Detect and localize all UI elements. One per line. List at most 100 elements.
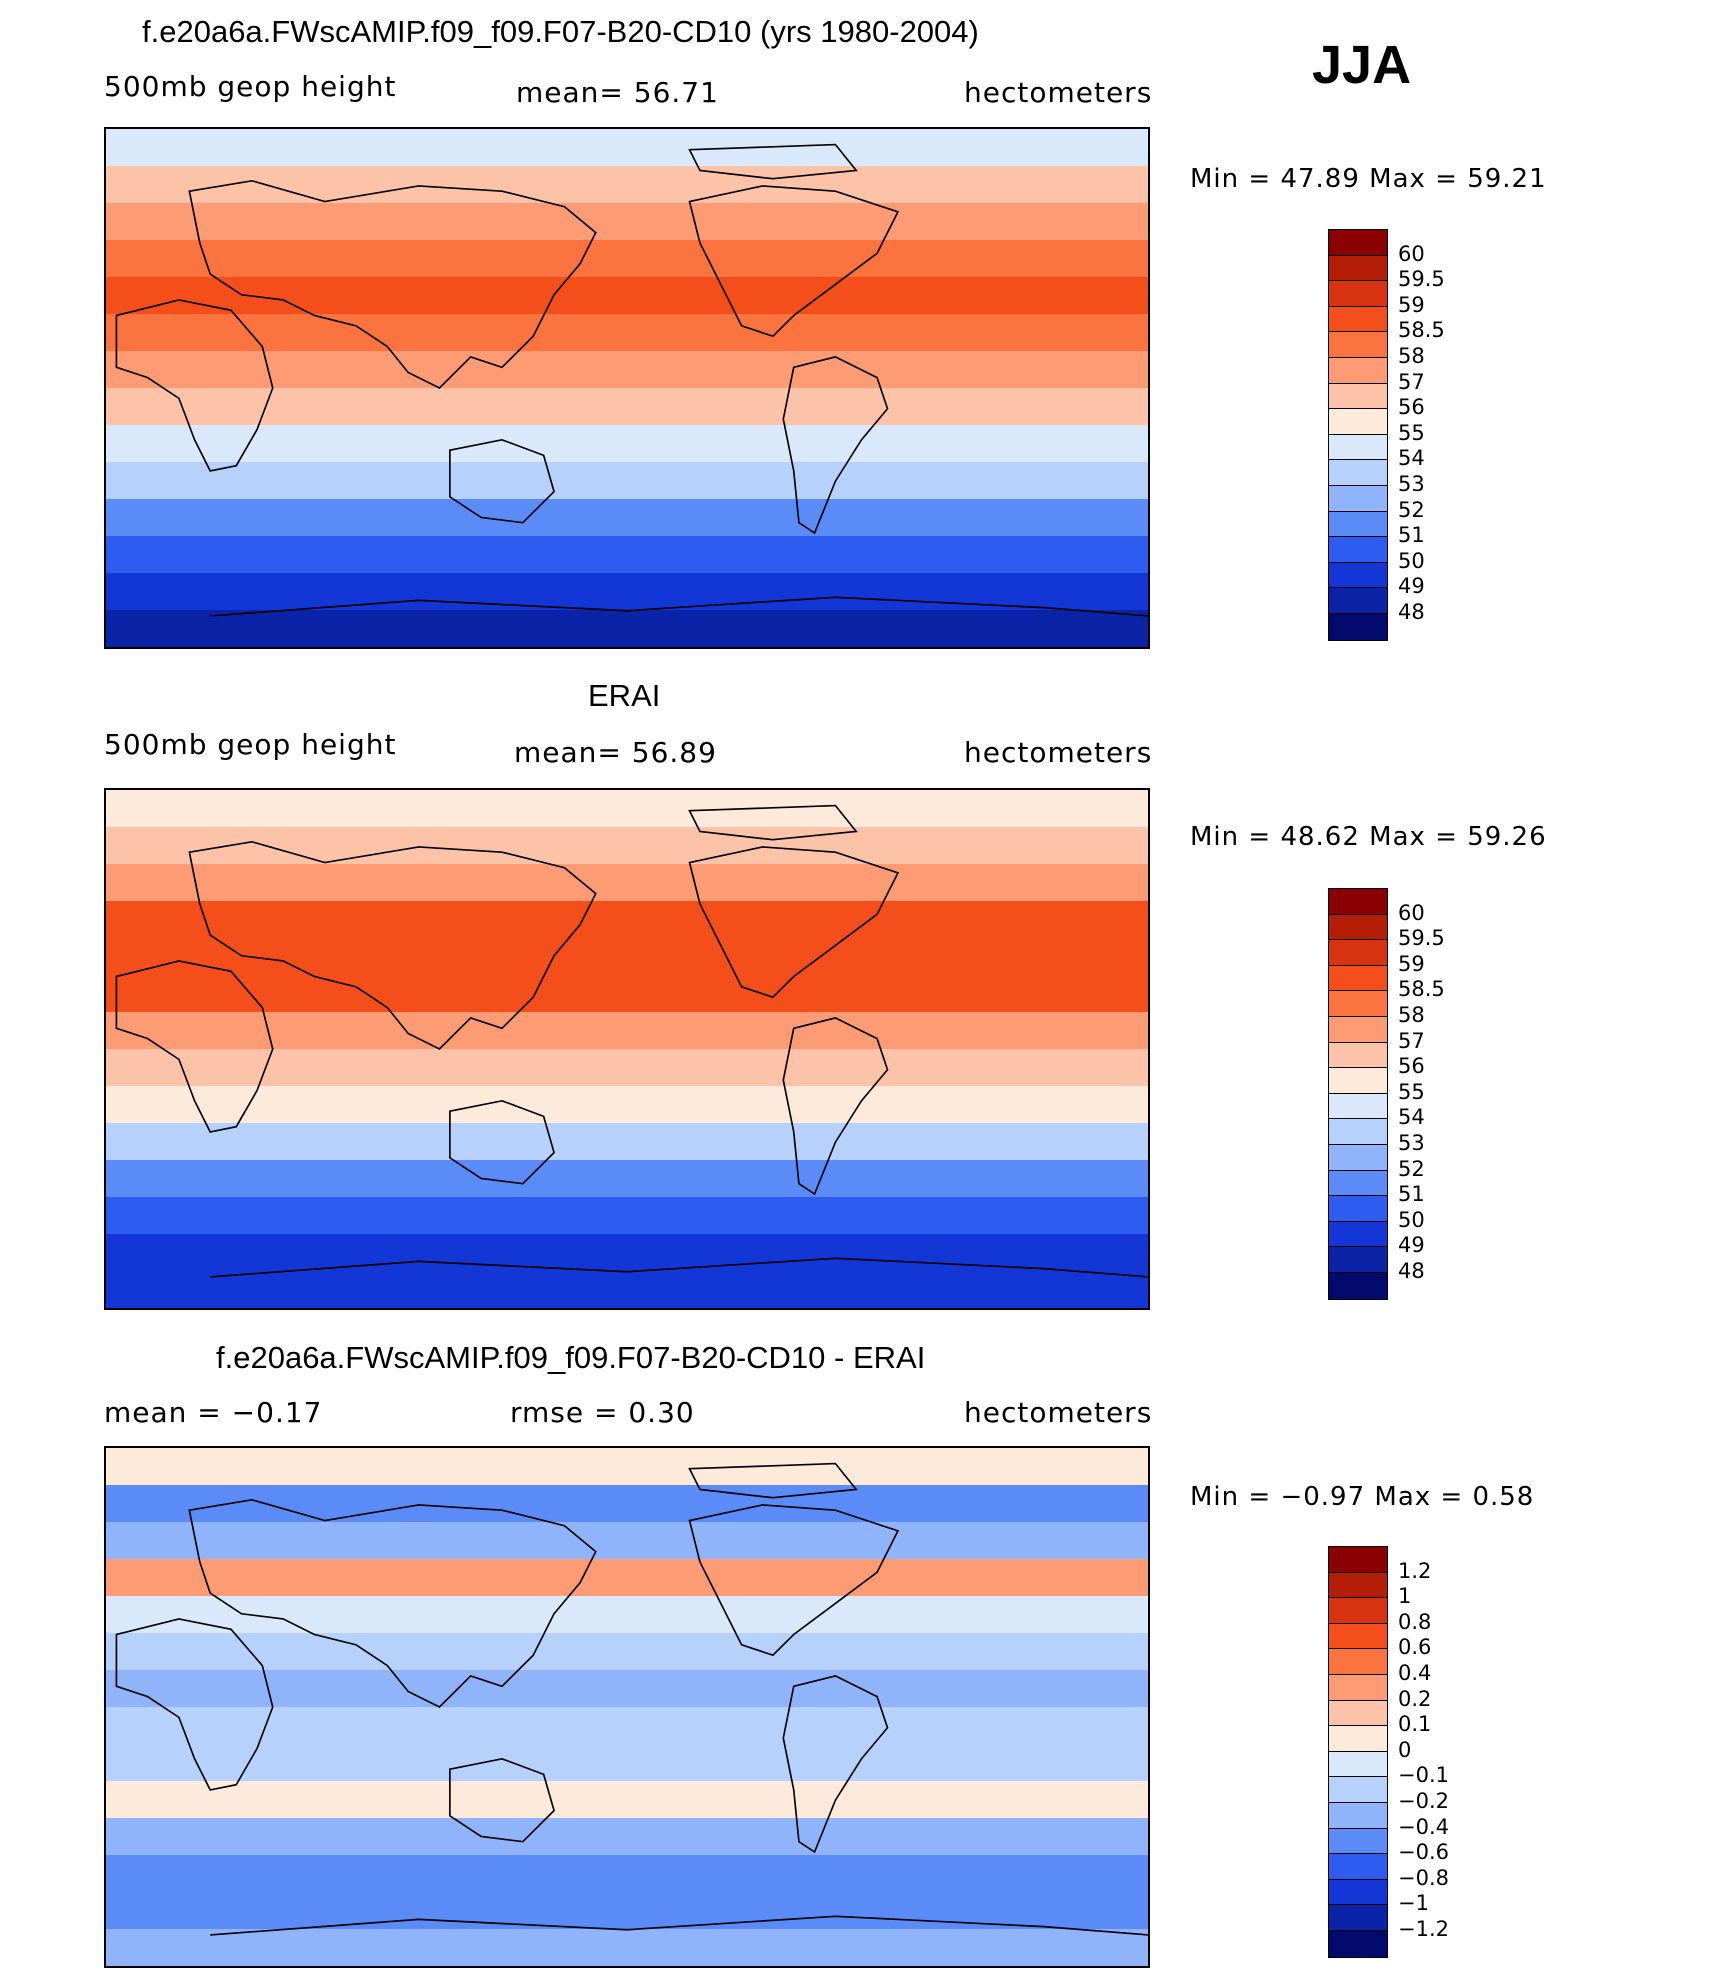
colorbar-swatch xyxy=(1329,1068,1387,1094)
map-latitude-band xyxy=(106,1485,1148,1524)
map-latitude-band xyxy=(106,129,1148,168)
panel-2-contour-plot xyxy=(106,790,1148,1308)
map-latitude-band xyxy=(106,610,1148,647)
colorbar-tick-label: 58.5 xyxy=(1398,318,1445,343)
coastline xyxy=(688,1462,858,1499)
colorbar-swatch xyxy=(1329,1093,1387,1120)
colorbar-swatch xyxy=(1329,965,1387,992)
colorbar-tick-label: 52 xyxy=(1398,1156,1425,1181)
colorbar-swatch xyxy=(1329,1802,1387,1829)
panel-2-title: ERAI xyxy=(588,678,661,713)
colorbar-tick-label: 56 xyxy=(1398,395,1425,420)
map-latitude-band xyxy=(106,864,1148,903)
colorbar-tick-label: −0.1 xyxy=(1398,1763,1449,1788)
map-latitude-band xyxy=(106,1123,1148,1162)
colorbar-swatch xyxy=(1329,1751,1387,1778)
map-latitude-band xyxy=(106,1271,1148,1308)
map-latitude-band xyxy=(106,1559,1148,1598)
colorbar-swatch xyxy=(1329,332,1387,358)
coastline xyxy=(188,840,597,1051)
colorbar-tick-label: 0.6 xyxy=(1398,1635,1432,1660)
panel-3-contour-plot xyxy=(106,1448,1148,1966)
map-latitude-band xyxy=(106,901,1148,940)
colorbar-swatch xyxy=(1329,991,1387,1017)
colorbar-swatch xyxy=(1329,889,1387,915)
colorbar-swatch xyxy=(1329,1700,1387,1727)
coastline xyxy=(449,1099,555,1185)
colorbar-swatch xyxy=(1329,1042,1387,1069)
coastline xyxy=(188,1498,597,1709)
colorbar-tick-label: 58 xyxy=(1398,344,1425,368)
colorbar-tick-label: 0.4 xyxy=(1398,1661,1432,1685)
colorbar-tick-label: 57 xyxy=(1398,369,1425,394)
colorbar-swatch xyxy=(1329,562,1387,589)
colorbar-tick-label: 49 xyxy=(1398,574,1425,599)
colorbar-tick-label: 0.2 xyxy=(1398,1686,1432,1711)
map-latitude-band xyxy=(106,462,1148,501)
panel-1-title: f.e20a6a.FWscAMIP.f09_f09.F07-B20-CD10 (… xyxy=(142,14,979,49)
colorbar-swatch xyxy=(1329,281,1387,307)
colorbar-swatch xyxy=(1329,1170,1387,1197)
colorbar-tick-label: 60 xyxy=(1398,241,1425,266)
colorbar-tick-label: 0 xyxy=(1398,1737,1412,1762)
colorbar-tick-label: −0.6 xyxy=(1398,1840,1449,1865)
map-latitude-band xyxy=(106,1633,1148,1672)
colorbar-tick-label: 59.5 xyxy=(1398,267,1445,292)
map-latitude-band xyxy=(106,240,1148,279)
colorbar-tick-label: 1.2 xyxy=(1398,1558,1432,1583)
colorbar-tick-label: 57 xyxy=(1398,1028,1425,1053)
map-latitude-band xyxy=(106,790,1148,829)
colorbar-tick-label: −1 xyxy=(1398,1891,1429,1916)
colorbar-swatch xyxy=(1329,434,1387,461)
colorbar-swatch xyxy=(1329,588,1387,614)
coastline xyxy=(782,1675,889,1854)
coastline xyxy=(782,1017,889,1196)
panel-3-rmse-label: rmse = 0.30 xyxy=(510,1396,695,1429)
map-latitude-band xyxy=(106,1197,1148,1236)
colorbar-tick-label: −0.2 xyxy=(1398,1789,1449,1813)
colorbar-swatch xyxy=(1329,537,1387,563)
colorbar-tick-label: 58 xyxy=(1398,1003,1425,1027)
coastline xyxy=(688,846,900,999)
panel-1-mean-label: mean= 56.71 xyxy=(516,76,719,109)
panel-1-units-label: hectometers xyxy=(964,76,1153,109)
colorbar-tick-label: 59.5 xyxy=(1398,926,1445,951)
map-latitude-band xyxy=(106,1670,1148,1709)
map-latitude-band xyxy=(106,1522,1148,1561)
map-latitude-band xyxy=(106,1818,1148,1857)
map-latitude-band xyxy=(106,277,1148,316)
colorbar-swatch xyxy=(1329,306,1387,333)
panel-3-map xyxy=(104,1446,1150,1968)
colorbar-swatch xyxy=(1329,940,1387,966)
map-latitude-band xyxy=(106,1012,1148,1051)
coastline xyxy=(188,179,597,390)
colorbar-swatch xyxy=(1329,409,1387,435)
coastline xyxy=(782,356,889,535)
map-latitude-band xyxy=(106,1086,1148,1125)
panel-3-units-label: hectometers xyxy=(964,1396,1153,1429)
map-latitude-band xyxy=(106,1596,1148,1635)
coastline xyxy=(449,438,555,524)
coastline xyxy=(688,143,858,180)
colorbar-tick-label: 49 xyxy=(1398,1233,1425,1258)
map-latitude-band xyxy=(106,1049,1148,1088)
colorbar-swatch xyxy=(1329,1674,1387,1701)
colorbar-swatch xyxy=(1329,255,1387,282)
map-latitude-band xyxy=(106,1744,1148,1783)
map-latitude-band xyxy=(106,314,1148,353)
colorbar-tick-label: 52 xyxy=(1398,497,1425,522)
colorbar-tick-label: 58.5 xyxy=(1398,977,1445,1002)
panel-2-mean-label: mean= 56.89 xyxy=(514,736,717,769)
panel-2-map xyxy=(104,788,1150,1310)
colorbar-swatch xyxy=(1329,1726,1387,1752)
coastline xyxy=(115,1618,274,1791)
colorbar-tick-label: 53 xyxy=(1398,1131,1425,1155)
colorbar-tick-label: 60 xyxy=(1398,900,1425,925)
map-latitude-band xyxy=(106,1448,1148,1487)
colorbar-swatch xyxy=(1329,914,1387,941)
season-label: JJA xyxy=(1312,35,1412,95)
colorbar-tick-label: 51 xyxy=(1398,1182,1425,1207)
colorbar-tick-label: 51 xyxy=(1398,523,1425,548)
map-latitude-band xyxy=(106,388,1148,427)
coastline xyxy=(115,960,274,1133)
